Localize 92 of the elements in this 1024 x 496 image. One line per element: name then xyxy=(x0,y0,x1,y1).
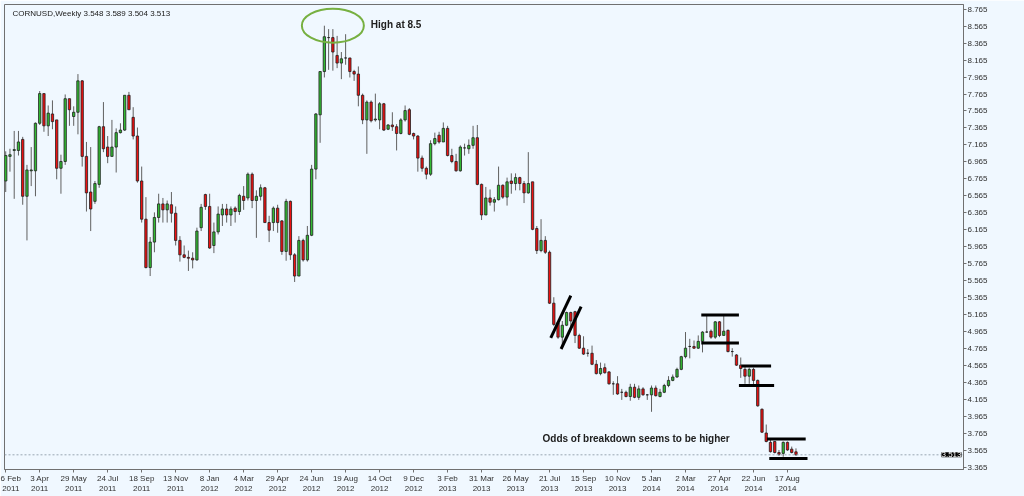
candlestick xyxy=(649,384,654,413)
y-tick-label: 7.565 xyxy=(967,106,989,116)
y-tick-label: 6.165 xyxy=(967,225,989,235)
annotation: High at 8.5 xyxy=(370,18,422,30)
candlestick xyxy=(229,205,233,227)
candlestick xyxy=(395,123,399,151)
candlestick xyxy=(458,144,462,173)
x-tick-label: 31 Mar 2013 xyxy=(469,473,495,494)
candlestick xyxy=(416,134,420,173)
x-tick-label: 10 Nov 2013 xyxy=(604,473,631,494)
candlestick xyxy=(237,193,241,216)
x-tick-label: 13 Nov 2011 xyxy=(162,473,189,494)
y-tick-label: 8.765 xyxy=(967,4,989,14)
candlestick xyxy=(522,180,526,204)
y-tick-label: 7.965 xyxy=(967,72,989,82)
candlestick xyxy=(369,99,373,123)
x-tick-label: 9 Dec 2012 xyxy=(403,473,425,494)
candlestick xyxy=(365,99,369,155)
candlestick xyxy=(581,335,586,356)
x-tick-label: 15 Sep 2013 xyxy=(570,473,597,494)
x-tick-label: 24 Jun 2012 xyxy=(299,473,324,494)
x-tick-label: 29 Apr 2012 xyxy=(265,473,290,494)
y-tick-label: 3.365 xyxy=(967,462,989,472)
candlestick xyxy=(390,111,394,132)
candlestick xyxy=(331,28,335,72)
candlestick xyxy=(12,130,16,200)
y-tick-label: 5.965 xyxy=(967,242,989,252)
candlestick xyxy=(509,172,513,195)
x-tick-label: 8 Jan 2012 xyxy=(199,473,220,494)
y-tick-label: 5.765 xyxy=(967,259,989,269)
y-tick-label: 4.365 xyxy=(967,378,989,388)
x-tick-label: 29 May 2011 xyxy=(60,473,87,494)
y-tick-label: 4.565 xyxy=(967,361,989,371)
x-tick-label: 27 Apr 2014 xyxy=(707,473,732,494)
y-tick-label: 8.165 xyxy=(967,55,989,65)
candlestick xyxy=(271,205,275,232)
text: CORNUSD,Weekly 3.548 3.589 3.504 3.513 xyxy=(12,8,171,18)
y-tick-label: 7.165 xyxy=(967,140,989,150)
candlestick xyxy=(348,57,352,78)
y-tick-label: 8.565 xyxy=(967,21,989,31)
candlestick xyxy=(110,119,114,157)
candlestick xyxy=(615,375,620,396)
y-tick-label: 5.165 xyxy=(967,310,989,320)
candlestick xyxy=(89,146,93,232)
y-tick-label: 5.565 xyxy=(967,276,989,286)
y-tick-label: 7.365 xyxy=(967,123,989,133)
candlestick xyxy=(539,218,543,253)
candlestick xyxy=(505,177,509,207)
x-tick-label: 2 Mar 2014 xyxy=(675,473,697,494)
x-tick-label: 4 Mar 2012 xyxy=(233,473,255,494)
y-tick-label: 6.765 xyxy=(967,174,989,184)
x-tick-label: 14 Oct 2012 xyxy=(367,473,393,494)
candlestick xyxy=(339,51,343,80)
x-tick-label: 18 Sep 2011 xyxy=(129,473,155,494)
y-tick-label: 8.365 xyxy=(967,38,989,48)
candlestick xyxy=(760,407,764,434)
candlestick xyxy=(743,366,747,385)
candlestick xyxy=(225,203,229,224)
candlestick xyxy=(484,186,488,216)
y-tick-label: 3.765 xyxy=(967,428,989,438)
y-tick-label: 6.365 xyxy=(967,208,989,218)
x-tick-label: 21 Jul 2013 xyxy=(538,473,561,494)
x-tick-label: 17 Aug 2014 xyxy=(774,473,800,494)
candlestick xyxy=(246,172,250,202)
x-tick-label: 22 Jun 2014 xyxy=(741,473,766,494)
y-tick-label: 3.565 xyxy=(967,445,989,455)
ref-line-label: 3.513 xyxy=(941,450,963,460)
x-tick-label: 19 Aug 2012 xyxy=(332,473,358,494)
x-tick-label: 24 Jul 2011 xyxy=(97,473,119,494)
y-tick-label: 5.365 xyxy=(967,293,989,303)
candlestick xyxy=(794,447,798,457)
y-tick-label: 6.565 xyxy=(967,191,989,201)
candlestick xyxy=(700,330,705,353)
y-tick-label: 4.965 xyxy=(967,327,989,337)
y-tick-label: 7.765 xyxy=(967,89,989,99)
candlestick xyxy=(199,203,203,232)
y-tick-label: 6.965 xyxy=(967,157,989,167)
annotation: Odds of breakdown seems to be higher xyxy=(542,432,730,444)
x-tick-label: 5 Jan 2014 xyxy=(641,473,662,494)
y-tick-label: 4.765 xyxy=(967,344,989,354)
x-tick-label: 26 May 2013 xyxy=(502,473,529,494)
candlestick xyxy=(186,250,190,272)
x-tick-label: 3 Apr 2011 xyxy=(30,473,50,494)
candlestick xyxy=(165,200,169,224)
y-tick-label: 4.165 xyxy=(967,395,989,404)
candlestick xyxy=(378,101,382,130)
candlestick xyxy=(161,197,165,224)
candlestick xyxy=(373,93,377,123)
candlestick xyxy=(692,340,696,350)
x-tick-label: 3 Feb 2013 xyxy=(437,473,459,494)
y-tick-label: 3.965 xyxy=(967,411,989,421)
x-tick-label: 6 Feb 2011 xyxy=(0,473,22,494)
